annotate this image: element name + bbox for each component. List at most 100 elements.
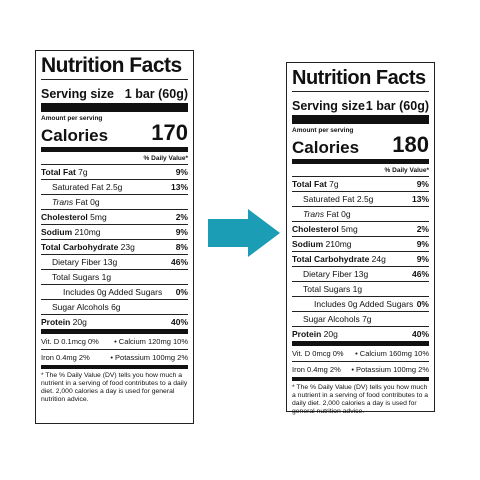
cholesterol-label: Cholesterol (41, 212, 88, 222)
sugar-alcohols-row: Sugar Alcohols 7g (292, 312, 429, 327)
calories-value: 170 (151, 120, 188, 145)
trans-fat-row: Trans Fat 0g (41, 195, 188, 210)
total-sugars-row: Total Sugars 1g (292, 282, 429, 297)
calories-row: Calories 170 (41, 120, 188, 145)
saturated-fat-label: Saturated Fat 2.5g (303, 194, 374, 204)
total-carb-row: Total Carbohydrate 24g 9% (292, 252, 429, 267)
saturated-fat-row: Saturated Fat 2.5g 13% (41, 180, 188, 195)
total-fat-label: Total Fat (292, 179, 327, 189)
calcium: • Calcium 160mg 10% (355, 349, 429, 358)
saturated-fat-row: Saturated Fat 2.5g 13% (292, 192, 429, 207)
saturated-fat-pct: 13% (411, 194, 429, 204)
protein-amount: 20g (72, 317, 87, 327)
cholesterol-pct: 2% (416, 224, 429, 234)
sodium-amount: 210mg (325, 239, 352, 249)
calories-label: Calories (292, 138, 360, 157)
total-sugars-label: Total Sugars 1g (52, 272, 112, 282)
calories-row: Calories 180 (292, 132, 429, 157)
protein-label: Protein (292, 329, 322, 339)
vitamin-row-2: Iron 0.4mg 2% • Potassium 100mg 2% (41, 350, 188, 369)
calories-label: Calories (41, 126, 109, 145)
total-carb-row: Total Carbohydrate 23g 8% (41, 240, 188, 255)
footnote: * The % Daily Value (DV) tells you how m… (41, 372, 188, 403)
cholesterol-row: Cholesterol 5mg 2% (41, 210, 188, 225)
dietary-fiber-pct: 46% (170, 257, 188, 267)
added-sugars-label: Includes 0g Added Sugars (314, 299, 414, 309)
label-title: Nutrition Facts (292, 67, 429, 92)
thick-divider (41, 329, 188, 334)
total-carb-amount: 23g (120, 242, 135, 252)
vitamin-row-1: Vit. D 0mcg 0% • Calcium 160mg 10% (292, 346, 429, 362)
potassium: • Potassium 100mg 2% (110, 353, 188, 362)
total-carb-label: Total Carbohydrate (41, 242, 119, 252)
sodium-row: Sodium 210mg 9% (292, 237, 429, 252)
added-sugars-label: Includes 0g Added Sugars (63, 287, 163, 297)
trans-rest: Fat 0g (73, 197, 100, 207)
sodium-row: Sodium 210mg 9% (41, 225, 188, 240)
thick-divider (292, 341, 429, 346)
daily-value-header: % Daily Value* (41, 152, 188, 165)
vitamin-row-1: Vit. D 0.1mcg 0% • Calcium 120mg 10% (41, 334, 188, 350)
amount-per-serving: Amount per serving (292, 127, 354, 134)
calcium: • Calcium 120mg 10% (114, 337, 188, 346)
protein-pct: 40% (411, 329, 429, 339)
saturated-fat-pct: 13% (170, 182, 188, 192)
saturated-fat-label: Saturated Fat 2.5g (52, 182, 123, 192)
sugar-alcohols-label: Sugar Alcohols 7g (303, 314, 372, 324)
total-carb-pct: 8% (175, 242, 188, 252)
total-carb-amount: 24g (371, 254, 386, 264)
added-sugars-row: Includes 0g Added Sugars 0% (292, 297, 429, 312)
thick-divider (41, 103, 188, 112)
total-sugars-row: Total Sugars 1g (41, 270, 188, 285)
trans-label: Trans (303, 209, 325, 219)
calories-value: 180 (392, 132, 429, 157)
nutrition-label-original: Nutrition Facts Serving size 1 bar (60g)… (35, 50, 194, 424)
total-fat-label: Total Fat (41, 167, 76, 177)
potassium: • Potassium 100mg 2% (351, 365, 429, 374)
protein-label: Protein (41, 317, 71, 327)
serving-size-value: 1 bar (60g) (124, 87, 188, 101)
protein-row: Protein 20g 40% (292, 327, 429, 341)
total-sugars-label: Total Sugars 1g (303, 284, 363, 294)
cholesterol-amount: 5mg (341, 224, 358, 234)
sodium-pct: 9% (416, 239, 429, 249)
total-fat-amount: 7g (78, 167, 88, 177)
iron: Iron 0.4mg 2% (41, 353, 90, 362)
cholesterol-label: Cholesterol (292, 224, 339, 234)
cholesterol-row: Cholesterol 5mg 2% (292, 222, 429, 237)
serving-size-value: 1 bar (60g) (365, 99, 429, 113)
dietary-fiber-row: Dietary Fiber 13g 46% (292, 267, 429, 282)
thick-divider (292, 115, 429, 124)
footnote: * The % Daily Value (DV) tells you how m… (292, 384, 429, 415)
added-sugars-pct: 0% (416, 299, 429, 309)
vitamin-d: Vit. D 0.1mcg 0% (41, 337, 99, 346)
sodium-pct: 9% (175, 227, 188, 237)
protein-amount: 20g (323, 329, 338, 339)
dietary-fiber-row: Dietary Fiber 13g 46% (41, 255, 188, 270)
cholesterol-pct: 2% (175, 212, 188, 222)
iron: Iron 0.4mg 2% (292, 365, 341, 374)
amount-per-serving: Amount per serving (41, 115, 103, 122)
total-fat-pct: 9% (416, 179, 429, 189)
serving-size-row: Serving size 1 bar (60g) (292, 99, 429, 113)
sodium-label: Sodium (292, 239, 324, 249)
total-fat-row: Total Fat 7g 9% (41, 165, 188, 180)
daily-value-header: % Daily Value* (292, 164, 429, 177)
total-fat-amount: 7g (329, 179, 339, 189)
sugar-alcohols-label: Sugar Alcohols 6g (52, 302, 121, 312)
total-fat-pct: 9% (175, 167, 188, 177)
added-sugars-pct: 0% (175, 287, 188, 297)
cholesterol-amount: 5mg (90, 212, 107, 222)
protein-row: Protein 20g 40% (41, 315, 188, 329)
right-arrow-icon (208, 209, 280, 257)
serving-size-row: Serving size 1 bar (60g) (41, 87, 188, 101)
sodium-label: Sodium (41, 227, 73, 237)
sugar-alcohols-row: Sugar Alcohols 6g (41, 300, 188, 315)
trans-label: Trans (52, 197, 74, 207)
vitamin-d: Vit. D 0mcg 0% (292, 349, 344, 358)
added-sugars-row: Includes 0g Added Sugars 0% (41, 285, 188, 300)
medium-divider (41, 147, 188, 152)
medium-divider (292, 159, 429, 164)
total-carb-label: Total Carbohydrate (292, 254, 370, 264)
total-carb-pct: 9% (416, 254, 429, 264)
